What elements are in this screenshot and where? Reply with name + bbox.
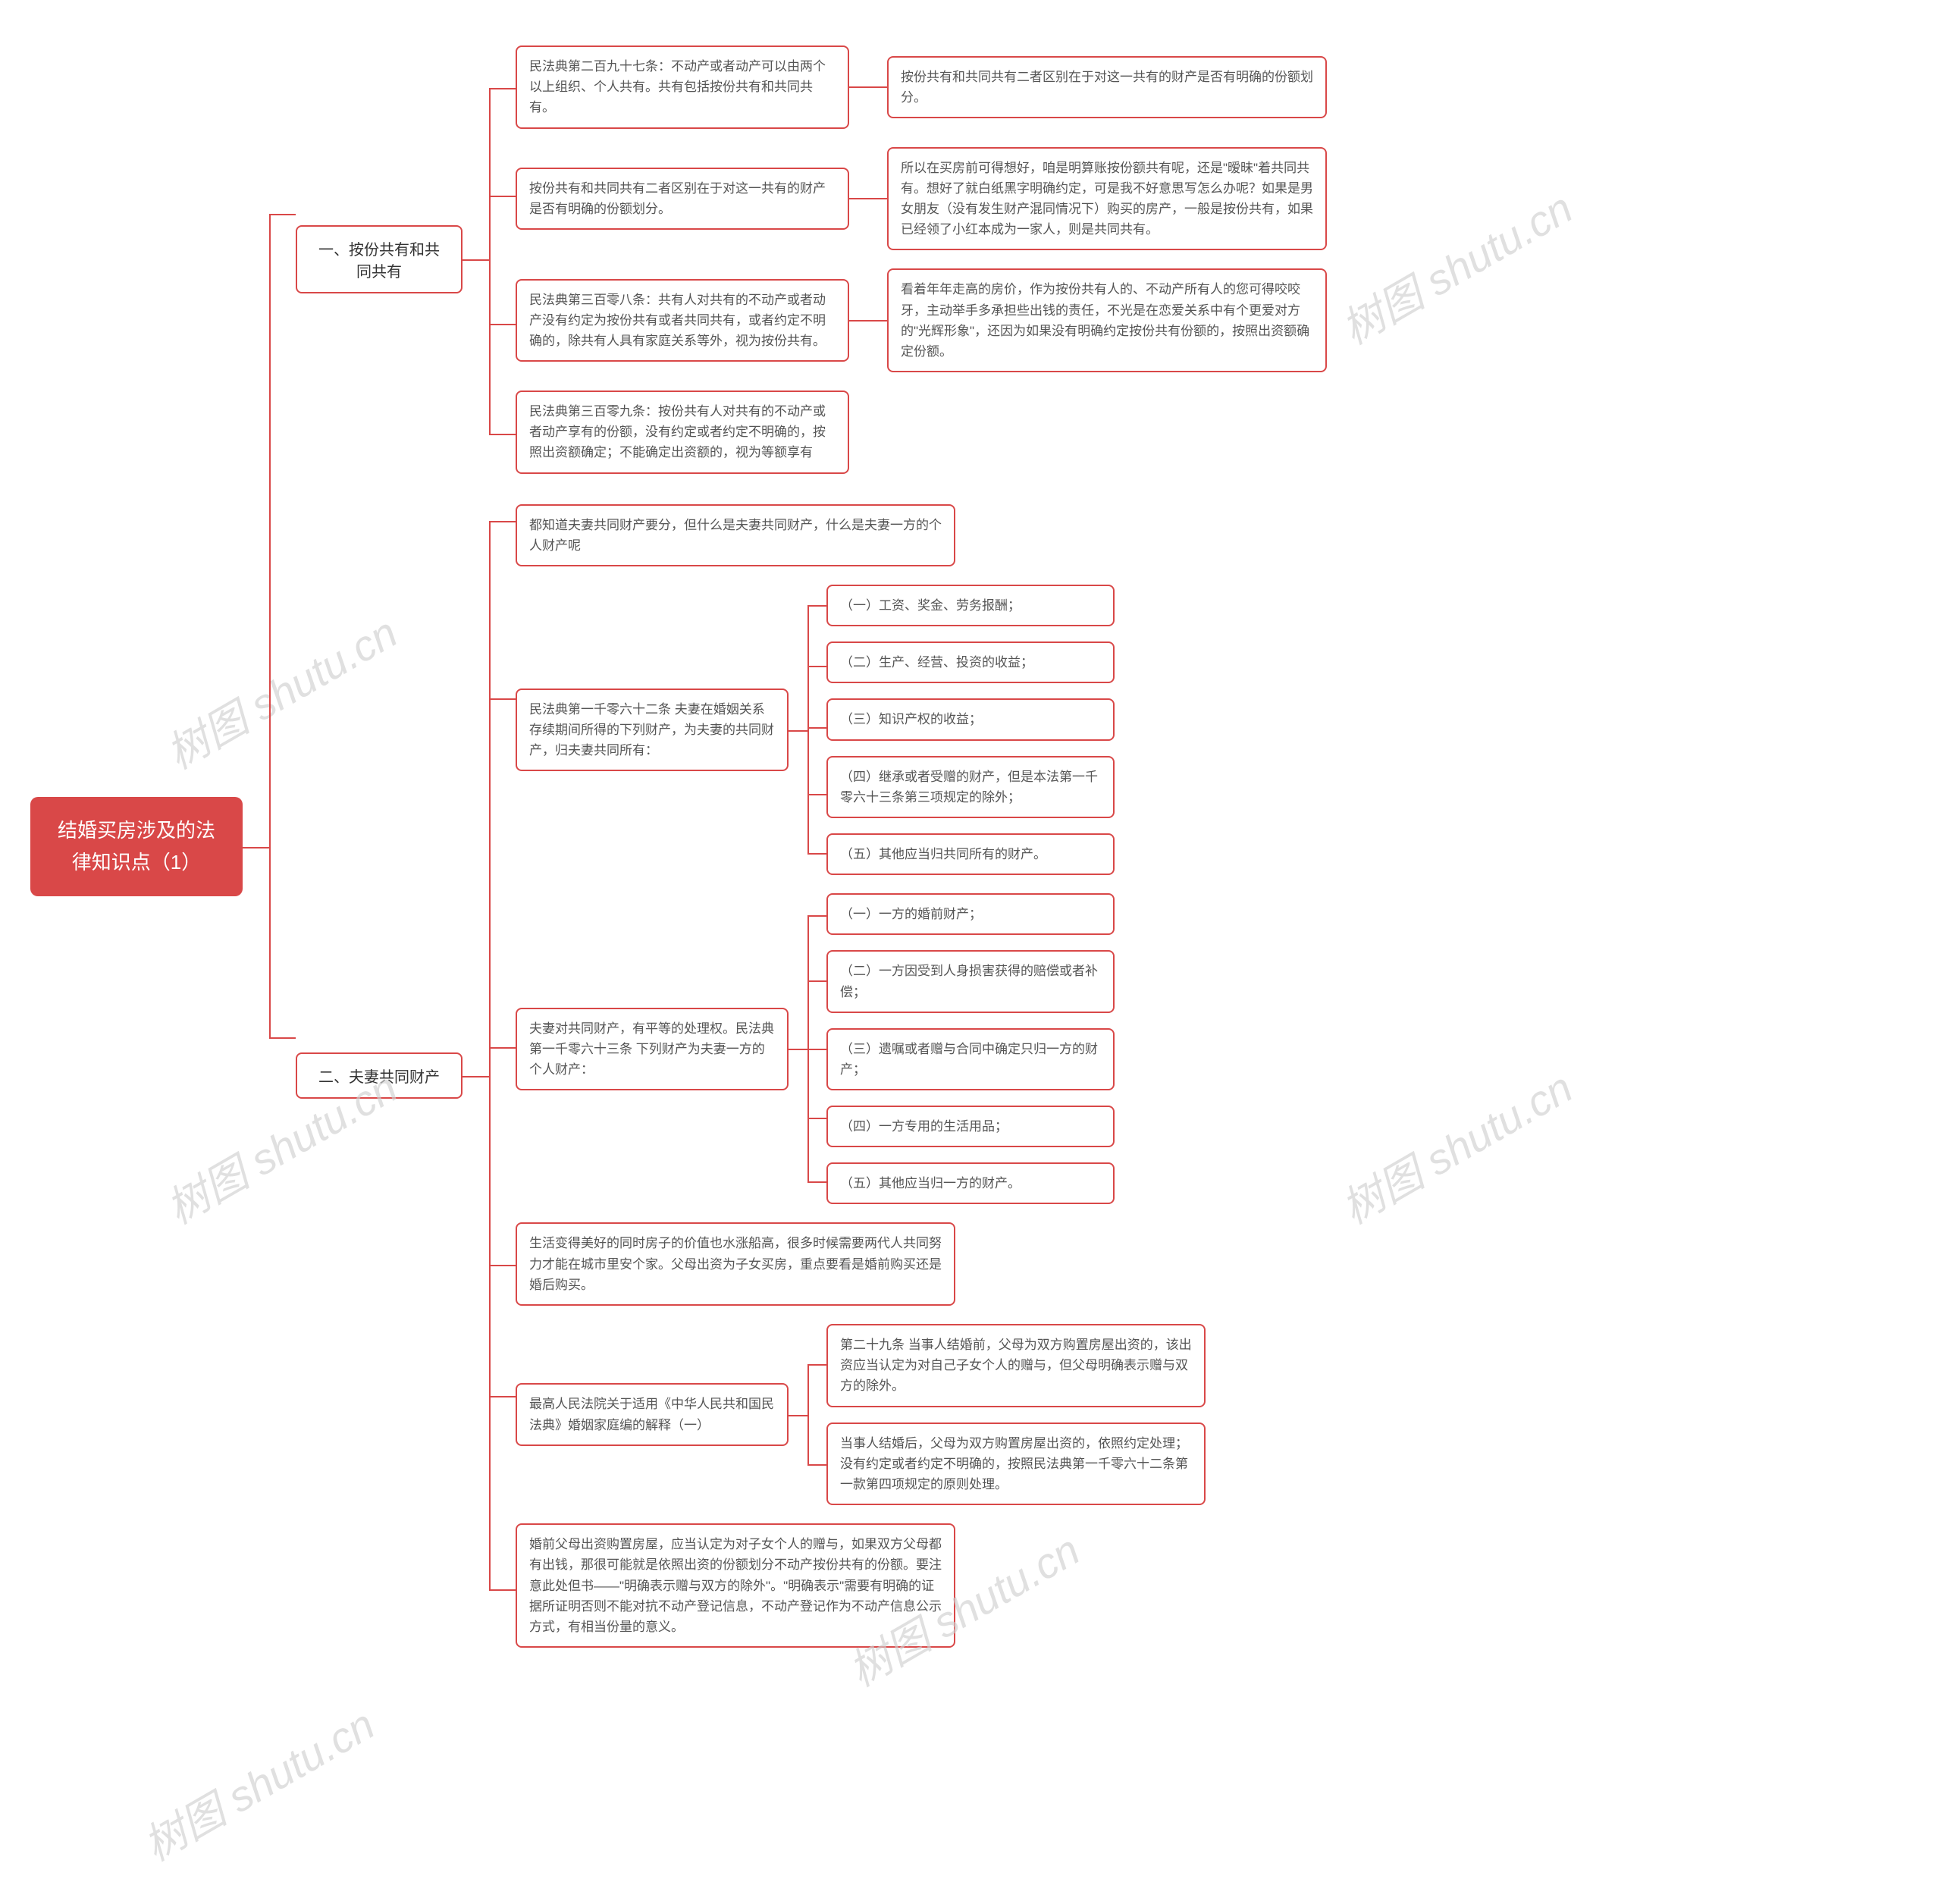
b1-n1: 民法典第二百九十七条：不动产或者动产可以由两个以上组织、个人共有。共有包括按份共… (516, 45, 849, 129)
b2-n3: 夫妻对共同财产，有平等的处理权。民法典第一千零六十三条 下列财产为夫妻一方的个人… (516, 1008, 789, 1091)
b2-n2: 民法典第一千零六十二条 夫妻在婚姻关系存续期间所得的下列财产，为夫妻的共同财产，… (516, 689, 789, 772)
branch-1: 一、按份共有和共同共有 民法典第二百九十七条：不动产或者动产可以由两个以上组织、… (296, 45, 1327, 474)
b2-n4: 生活变得美好的同时房子的价值也水涨船高，很多时候需要两代人共同努力才能在城市里安… (516, 1222, 955, 1306)
b2-n5-item-1: 当事人结婚后，父母为双方购置房屋出资的，依照约定处理；没有约定或者约定不明确的，… (826, 1423, 1206, 1506)
b2-n2-item-1: （二）生产、经营、投资的收益； (826, 641, 1115, 683)
b2-n3-item-3: （四）一方专用的生活用品； (826, 1106, 1115, 1147)
b2-n2-item-2: （三）知识产权的收益； (826, 698, 1115, 740)
b2-n2-item-4: （五）其他应当归共同所有的财产。 (826, 833, 1115, 875)
b2-n1: 都知道夫妻共同财产要分，但什么是夫妻共同财产，什么是夫妻一方的个人财产呢 (516, 504, 955, 566)
root-node: 结婚买房涉及的法律知识点（1） (30, 797, 243, 896)
b2-n3-item-0: （一）一方的婚前财产； (826, 893, 1115, 935)
b1-n2-leaf: 所以在买房前可得想好，咱是明算账按份额共有呢，还是"暧昧"着共同共有。想好了就白… (887, 147, 1327, 251)
b2-n5: 最高人民法院关于适用《中华人民共和国民法典》婚姻家庭编的解释（一） (516, 1383, 789, 1445)
b2-n3-item-2: （三）遗嘱或者赠与合同中确定只归一方的财产； (826, 1028, 1115, 1090)
b1-n4: 民法典第三百零九条：按份共有人对共有的不动产或者动产享有的份额，没有约定或者约定… (516, 391, 849, 474)
watermark: 树图 shutu.cn (130, 1692, 384, 1874)
b2-n2-item-0: （一）工资、奖金、劳务报酬； (826, 585, 1115, 626)
b2-n6: 婚前父母出资购置房屋，应当认定为对子女个人的赠与，如果双方父母都有出钱，那很可能… (516, 1523, 955, 1648)
b2-n3-item-1: （二）一方因受到人身损害获得的赔偿或者补偿； (826, 950, 1115, 1012)
b2-n3-item-4: （五）其他应当归一方的财产。 (826, 1162, 1115, 1204)
b1-n3-leaf: 看着年年走高的房价，作为按份共有人的、不动产所有人的您可得咬咬牙，主动举手多承担… (887, 268, 1327, 372)
b2-n2-item-3: （四）继承或者受赠的财产，但是本法第一千零六十三条第三项规定的除外； (826, 756, 1115, 818)
branch-2: 二、夫妻共同财产 都知道夫妻共同财产要分，但什么是夫妻共同财产，什么是夫妻一方的… (296, 504, 1327, 1648)
b1-n2: 按份共有和共同共有二者区别在于对这一共有的财产是否有明确的份额划分。 (516, 168, 849, 230)
b2-n5-item-0: 第二十九条 当事人结婚前，父母为双方购置房屋出资的，该出资应当认定为对自己子女个… (826, 1324, 1206, 1407)
b1-n3: 民法典第三百零八条：共有人对共有的不动产或者动产没有约定为按份共有或者共同共有，… (516, 279, 849, 362)
mindmap-container: 结婚买房涉及的法律知识点（1） 一、按份共有和共同共有 民法典第二百九十七条：不… (30, 45, 1911, 1648)
branch-2-title: 二、夫妻共同财产 (296, 1052, 463, 1099)
b1-n1-leaf: 按份共有和共同共有二者区别在于对这一共有的财产是否有明确的份额划分。 (887, 56, 1327, 118)
branch-1-title: 一、按份共有和共同共有 (296, 225, 463, 293)
